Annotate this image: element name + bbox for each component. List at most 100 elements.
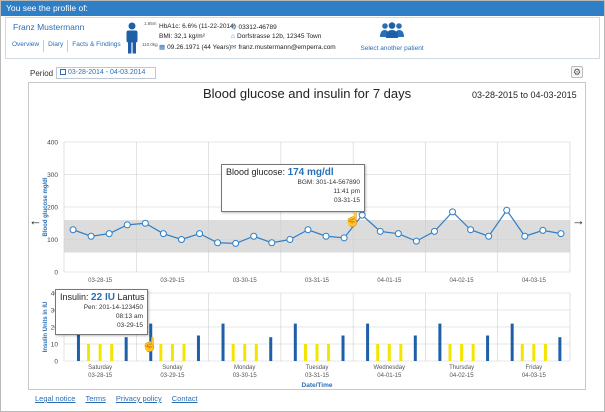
glucose-point [214, 239, 222, 247]
glucose-point [430, 227, 438, 235]
glucose-point [177, 236, 185, 243]
email-address[interactable]: ✉ franz.mustermann@emperra.com [231, 44, 336, 51]
glucose-tooltip-time: 11:41 pm [333, 188, 360, 195]
insulin-day-label: Tuesday [306, 365, 329, 371]
insulin-date-label: 04-03-15 [522, 373, 547, 379]
privacy-policy-link[interactable]: Privacy policy [115, 394, 162, 403]
insulin-short-bar [303, 344, 307, 361]
insulin-evening-bar [413, 335, 417, 361]
insulin-tooltip: Insulin: 22 IU Lantus Pen: 201-14-123450… [55, 289, 148, 335]
insulin-evening-bar [269, 337, 273, 361]
insulin-long-bar [366, 323, 370, 361]
contact-link[interactable]: Contact [171, 394, 198, 403]
glucose-point [449, 208, 457, 216]
insulin-tooltip-type: Lantus [117, 292, 145, 302]
glucose-point [159, 230, 167, 238]
calendar-icon: ▦ [159, 44, 166, 51]
glucose-y-axis-label: Blood glucose mg/dl [43, 177, 49, 236]
glucose-point [521, 232, 529, 240]
address: ⌂ Dorfstrasse 12b, 12345 Town [231, 33, 322, 40]
legal-notice-link[interactable]: Legal notice [35, 394, 76, 403]
insulin-short-bar [254, 344, 258, 361]
patient-name[interactable]: Franz Mustermann [13, 22, 85, 32]
height-label: 1.85m [144, 21, 157, 26]
glucose-point [539, 226, 547, 234]
period-selector[interactable]: 03-28-2014 - 04-03.2014 [56, 67, 156, 79]
tab-diary[interactable]: Diary [44, 40, 69, 52]
chart-title: Blood glucose and insulin for 7 days [203, 86, 412, 101]
period-label: Period [30, 69, 54, 78]
glucose-tooltip-label: Blood glucose: [226, 167, 286, 177]
insulin-short-bar [159, 344, 163, 361]
insulin-tooltip-label: Insulin: [60, 292, 89, 302]
glucose-x-tick: 04-02-15 [450, 278, 475, 284]
glucose-point [557, 230, 565, 238]
glucose-x-tick: 04-01-15 [377, 278, 402, 284]
insulin-day-label: Thursday [449, 365, 474, 371]
hba1c-value: HbA1c: 6.6% (11-22-2014) [159, 23, 236, 30]
glucose-tooltip-value: 174 mg/dl [287, 167, 334, 178]
insulin-short-bar [399, 344, 403, 361]
period-value: 03-28-2014 - 04-03.2014 [68, 69, 146, 76]
insulin-long-bar [221, 323, 225, 361]
gear-icon[interactable]: ⚙ [571, 66, 583, 78]
select-another-patient-button[interactable]: Select another patient [353, 22, 431, 52]
insulin-short-bar [98, 344, 102, 361]
glucose-x-tick: 03-28-15 [88, 278, 113, 284]
insulin-day-label: Monday [234, 365, 255, 371]
insulin-short-bar [110, 344, 114, 361]
insulin-y-tick: 40 [51, 291, 59, 298]
glucose-point [467, 226, 475, 234]
glucose-point [340, 234, 348, 242]
glucose-point [196, 230, 204, 238]
terms-link[interactable]: Terms [85, 394, 106, 403]
weight-label: 110.0kg [142, 42, 158, 47]
insulin-y-tick: 10 [51, 342, 59, 349]
glucose-point [322, 232, 330, 240]
profile-header-bar: You see the profile of: [1, 1, 604, 16]
insulin-short-bar [170, 344, 174, 361]
glucose-tooltip: Blood glucose: 174 mg/dl BGM: 301-14-567… [221, 164, 365, 212]
insulin-long-bar [510, 323, 514, 361]
tab-overview[interactable]: Overview [8, 40, 45, 52]
insulin-short-bar [460, 344, 464, 361]
insulin-short-bar [387, 344, 391, 361]
hand-cursor-icon: ☝ [344, 211, 362, 227]
previous-period-arrow[interactable]: ← [29, 213, 42, 228]
birth-date: ▦ 09.26.1971 (44 Years) [159, 44, 232, 51]
calendar-icon [60, 69, 66, 75]
insulin-x-axis-label: Date/Time [302, 382, 333, 389]
glucose-x-tick: 03-30-15 [233, 278, 258, 284]
chart-date-range: 03-28-2015 to 04-03-2015 [472, 90, 577, 100]
home-icon: ⌂ [231, 33, 235, 40]
glucose-y-tick: 0 [54, 270, 58, 277]
insulin-short-bar [376, 344, 380, 361]
insulin-tooltip-device: Pen: 201-14-123450 [83, 304, 143, 311]
insulin-short-bar [448, 344, 452, 361]
glucose-point [232, 239, 240, 247]
insulin-y-tick: 20 [51, 325, 59, 332]
insulin-date-label: 03-31-15 [305, 373, 330, 379]
insulin-y-tick: 30 [51, 308, 59, 315]
insulin-day-label: Sunday [162, 365, 182, 371]
next-period-arrow[interactable]: → [572, 213, 585, 228]
phone-number: ✆ 03312-46789 [231, 24, 277, 31]
glucose-point [394, 230, 402, 238]
insulin-date-label: 04-02-15 [450, 373, 475, 379]
glucose-point [87, 232, 95, 240]
profile-header-title: You see the profile of: [6, 3, 88, 13]
glucose-tooltip-device: BGM: 301-14-567890 [297, 179, 360, 186]
select-another-patient-label: Select another patient [360, 45, 424, 52]
insulin-short-bar [327, 344, 331, 361]
footer-links: Legal notice Terms Privacy policy Contac… [35, 394, 198, 403]
patient-profile-card: Franz Mustermann Overview Diary Facts & … [5, 17, 600, 59]
phone-icon: ✆ [231, 24, 237, 31]
profile-tabs: Overview Diary Facts & Findings [8, 40, 125, 52]
insulin-evening-bar [341, 335, 345, 361]
insulin-evening-bar [124, 337, 128, 361]
tab-facts-findings[interactable]: Facts & Findings [72, 41, 121, 48]
insulin-date-label: 03-29-15 [160, 373, 185, 379]
users-group-icon [380, 22, 404, 38]
glucose-point [485, 232, 493, 240]
